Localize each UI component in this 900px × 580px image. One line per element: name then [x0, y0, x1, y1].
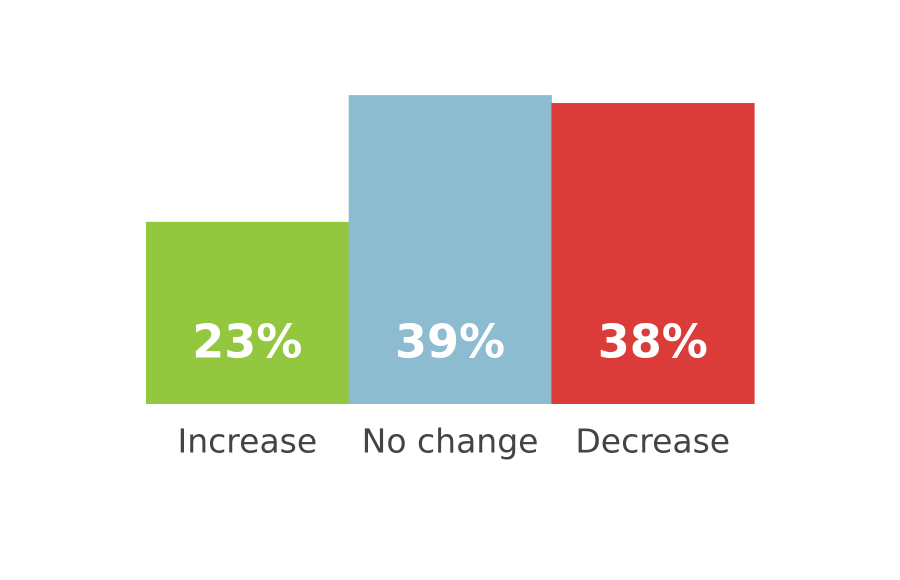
value-label: 39% — [395, 315, 505, 369]
category-label: Decrease — [575, 422, 730, 461]
bar — [348, 95, 552, 405]
bar — [551, 103, 755, 404]
bar — [146, 221, 350, 404]
value-label: 38% — [598, 315, 708, 369]
category-label: Increase — [178, 422, 318, 461]
value-label: 23% — [192, 315, 302, 369]
category-label: No change — [362, 422, 539, 461]
